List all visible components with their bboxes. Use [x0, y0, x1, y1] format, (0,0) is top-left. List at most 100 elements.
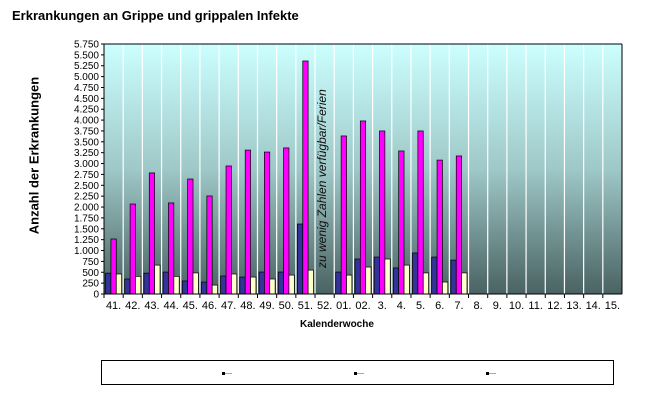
bar-series-3-45 — [192, 272, 199, 295]
legend — [101, 360, 614, 385]
y-tick-label: 2.500 — [74, 181, 99, 192]
bar-series-3-42 — [135, 276, 142, 295]
bar-series-1-4 — [392, 267, 400, 295]
bar-series-1-6 — [431, 256, 438, 295]
x-tick-label: 15. — [605, 300, 620, 312]
bar-series-3-6 — [442, 281, 449, 295]
bar-series-1-50 — [277, 271, 284, 295]
x-tick-label: 49. — [259, 300, 274, 312]
bar-series-2-41 — [110, 238, 117, 295]
x-tick-label: 52. — [317, 300, 332, 312]
y-tick-label: 4.000 — [74, 116, 99, 127]
bar-series-1-45 — [181, 280, 188, 295]
bar-series-3-51 — [307, 269, 314, 295]
bar-series-1-5 — [412, 252, 419, 295]
bar-series-1-48 — [239, 276, 246, 295]
bar-series-2-3 — [379, 130, 386, 295]
bar-series-3-43 — [154, 264, 161, 295]
x-tick-label: 02. — [355, 300, 370, 312]
bar-series-3-4 — [403, 264, 410, 295]
bar-series-3-7 — [461, 272, 468, 295]
bar-series-3-47 — [231, 273, 238, 295]
bar-series-2-43 — [148, 172, 155, 295]
bar-series-3-44 — [173, 276, 180, 295]
bar-series-2-6 — [436, 159, 443, 295]
bar-series-1-02 — [354, 258, 361, 295]
bar-series-1-3 — [373, 256, 380, 295]
bar-series-2-02 — [359, 120, 367, 295]
bar-series-3-3 — [384, 258, 391, 295]
bar-series-2-48 — [244, 149, 251, 295]
x-tick-label: 44. — [163, 300, 178, 312]
x-tick-label: 51. — [298, 300, 313, 312]
x-tick-label: 10. — [509, 300, 524, 312]
y-tick-label: 1.000 — [74, 246, 99, 257]
y-tick-label: 1.500 — [74, 224, 99, 235]
x-tick-label: 9. — [493, 300, 502, 312]
y-tick-label: 5.000 — [74, 72, 99, 83]
legend-entry-3 — [486, 372, 496, 375]
y-tick-label: 750 — [82, 257, 99, 268]
bar-series-3-49 — [269, 278, 276, 295]
bar-series-3-50 — [288, 274, 295, 295]
x-tick-label: 46. — [202, 300, 217, 312]
x-tick-label: 3. — [378, 300, 387, 312]
y-tick-label: 2.250 — [74, 192, 99, 203]
bar-series-2-46 — [206, 195, 213, 295]
x-tick-label: 7. — [454, 300, 463, 312]
bar-series-3-46 — [211, 284, 218, 295]
bar-series-2-7 — [455, 155, 462, 295]
x-tick-label: 4. — [397, 300, 406, 312]
x-tick-label: 41. — [106, 300, 121, 312]
x-tick-label: 11. — [528, 300, 542, 312]
bar-series-2-4 — [398, 150, 405, 295]
bar-series-1-47 — [220, 275, 227, 295]
legend-entry-1 — [222, 372, 232, 375]
x-tick-label: 14. — [586, 300, 601, 312]
bar-series-1-49 — [258, 271, 265, 295]
x-tick-label: 5. — [416, 300, 425, 312]
bar-series-2-50 — [283, 147, 290, 295]
y-tick-label: 4.500 — [74, 94, 99, 105]
y-tick-label: 3.250 — [74, 148, 99, 159]
y-tick-label: 4.250 — [74, 105, 99, 116]
bar-series-2-51 — [302, 60, 309, 295]
bar-series-3-02 — [365, 266, 372, 295]
x-tick-label: 48. — [240, 300, 255, 312]
x-axis-label: Kalenderwoche — [300, 319, 374, 330]
y-tick-label: 5.750 — [74, 40, 99, 51]
x-tick-label: 42. — [125, 300, 140, 312]
bar-series-1-44 — [162, 271, 169, 295]
x-tick-label: 6. — [435, 300, 444, 312]
bar-series-1-7 — [450, 259, 457, 295]
y-tick-label: 2.750 — [74, 170, 99, 181]
bar-series-3-48 — [250, 276, 257, 295]
y-tick-label: 4.750 — [74, 83, 99, 94]
y-tick-label: 3.500 — [74, 137, 99, 148]
x-tick-label: 43. — [144, 300, 159, 312]
x-tick-label: 01. — [336, 300, 351, 312]
y-tick-label: 1.750 — [74, 213, 99, 224]
y-tick-label: 3.750 — [74, 126, 99, 137]
bar-series-2-49 — [264, 151, 271, 295]
bar-series-1-46 — [201, 281, 208, 295]
y-tick-label: 1.250 — [74, 235, 99, 246]
y-tick-label: 500 — [82, 268, 99, 279]
y-tick-label: 250 — [82, 279, 99, 290]
x-tick-label: 47. — [221, 300, 236, 312]
legend-entry-2 — [354, 372, 364, 375]
bar-series-1-43 — [143, 272, 150, 295]
bar-series-2-45 — [187, 178, 194, 295]
bar-series-3-41 — [115, 273, 123, 295]
annotation: zu wenig Zahlen verfügbar/Ferien — [315, 89, 329, 269]
x-tick-label: 13. — [566, 300, 581, 312]
bar-series-2-42 — [129, 203, 136, 295]
bar-series-3-01 — [346, 274, 353, 295]
y-tick-label: 0 — [93, 290, 99, 301]
chart-title: Erkrankungen an Grippe und grippalen Inf… — [12, 8, 299, 23]
y-tick-label: 5.500 — [74, 50, 99, 61]
y-tick-label: 5.250 — [74, 61, 99, 72]
y-tick-label: 2.000 — [74, 203, 99, 214]
bar-series-2-44 — [168, 202, 175, 295]
